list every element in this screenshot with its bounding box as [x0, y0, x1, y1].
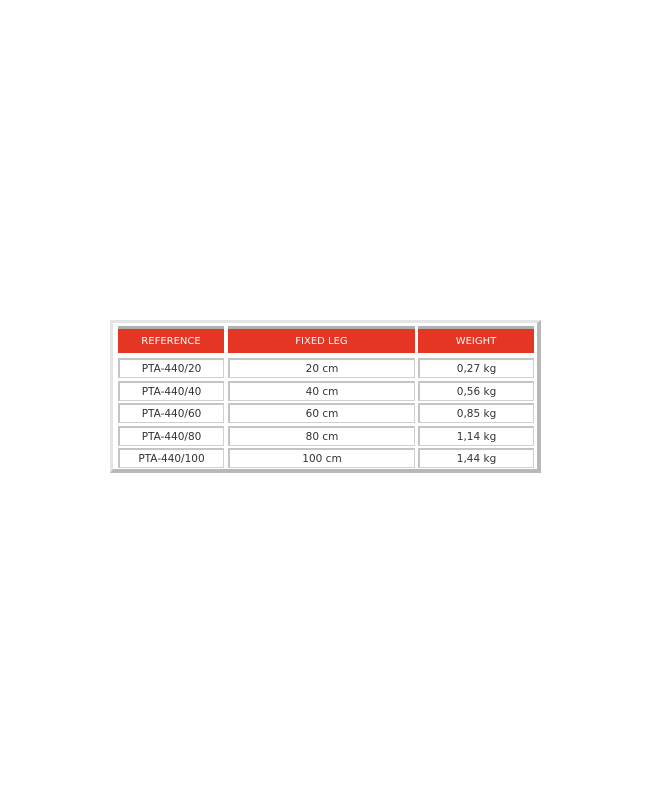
cell-weight: 1,14 kg: [418, 426, 534, 446]
cell-weight: 0,27 kg: [418, 358, 534, 378]
cell-reference: PTA-440/100: [118, 448, 224, 468]
cell-fixed-leg: 100 cm: [228, 448, 415, 468]
table-header-row: REFERENCE FIXED LEG WEIGHT: [118, 326, 534, 353]
table-row: PTA-440/20 20 cm 0,27 kg: [118, 358, 534, 378]
cell-weight: 0,85 kg: [418, 403, 534, 423]
cell-reference: PTA-440/40: [118, 381, 224, 401]
cell-fixed-leg: 20 cm: [228, 358, 415, 378]
cell-reference: PTA-440/80: [118, 426, 224, 446]
cell-fixed-leg: 80 cm: [228, 426, 415, 446]
cell-fixed-leg: 60 cm: [228, 403, 415, 423]
cell-weight: 1,44 kg: [418, 448, 534, 468]
cell-fixed-leg: 40 cm: [228, 381, 415, 401]
table-row: PTA-440/100 100 cm 1,44 kg: [118, 448, 534, 468]
cell-reference: PTA-440/60: [118, 403, 224, 423]
table-row: PTA-440/40 40 cm 0,56 kg: [118, 381, 534, 401]
header-weight: WEIGHT: [418, 326, 534, 353]
table-row: PTA-440/60 60 cm 0,85 kg: [118, 403, 534, 423]
header-fixed-leg: FIXED LEG: [228, 326, 415, 353]
cell-reference: PTA-440/20: [118, 358, 224, 378]
cell-weight: 0,56 kg: [418, 381, 534, 401]
spec-table: REFERENCE FIXED LEG WEIGHT PTA-440/20 20 …: [110, 320, 541, 473]
table-row: PTA-440/80 80 cm 1,14 kg: [118, 426, 534, 446]
header-reference: REFERENCE: [118, 326, 224, 353]
